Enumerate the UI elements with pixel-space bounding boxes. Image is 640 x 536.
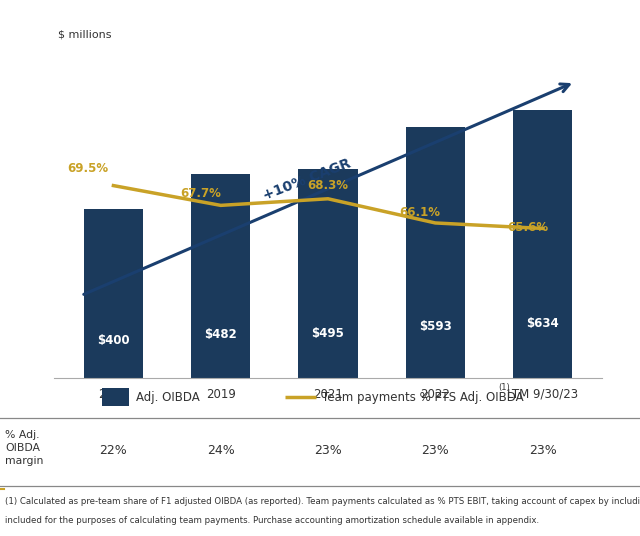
Text: Adj. OIBDA: Adj. OIBDA	[136, 391, 200, 404]
Text: Team payments % PTS Adj. OIBDA: Team payments % PTS Adj. OIBDA	[322, 391, 524, 404]
Text: 66.1%: 66.1%	[399, 205, 441, 219]
Text: (1) Calculated as pre-team share of F1 adjusted OIBDA (as reported). Team paymen: (1) Calculated as pre-team share of F1 a…	[5, 497, 640, 506]
Text: $593: $593	[419, 320, 452, 333]
Bar	[513, 110, 572, 378]
Text: 24%: 24%	[207, 444, 235, 457]
Text: 23%: 23%	[529, 444, 556, 457]
Bar	[298, 169, 358, 378]
Text: 69.5%: 69.5%	[67, 161, 108, 175]
Text: +10% CAGR: +10% CAGR	[260, 156, 353, 203]
Text: % Adj.
OIBDA
margin: % Adj. OIBDA margin	[5, 430, 44, 466]
Bar	[102, 388, 129, 406]
Text: 65.6%: 65.6%	[507, 221, 548, 234]
Text: $400: $400	[97, 334, 130, 347]
Bar	[406, 127, 465, 378]
Text: $ millions: $ millions	[58, 30, 111, 40]
Text: $634: $634	[526, 317, 559, 330]
Text: (1): (1)	[498, 383, 509, 392]
Text: 23%: 23%	[421, 444, 449, 457]
Bar	[191, 174, 250, 378]
Text: included for the purposes of calculating team payments. Purchase accounting amor: included for the purposes of calculating…	[5, 516, 540, 525]
Bar	[84, 209, 143, 378]
Text: 23%: 23%	[314, 444, 342, 457]
Text: $482: $482	[204, 328, 237, 341]
Text: $495: $495	[312, 327, 344, 340]
Text: 22%: 22%	[100, 444, 127, 457]
Text: 68.3%: 68.3%	[307, 179, 349, 192]
Text: Realizing Leverage on Team Payments: Realizing Leverage on Team Payments	[126, 13, 514, 31]
Text: 67.7%: 67.7%	[180, 187, 221, 200]
